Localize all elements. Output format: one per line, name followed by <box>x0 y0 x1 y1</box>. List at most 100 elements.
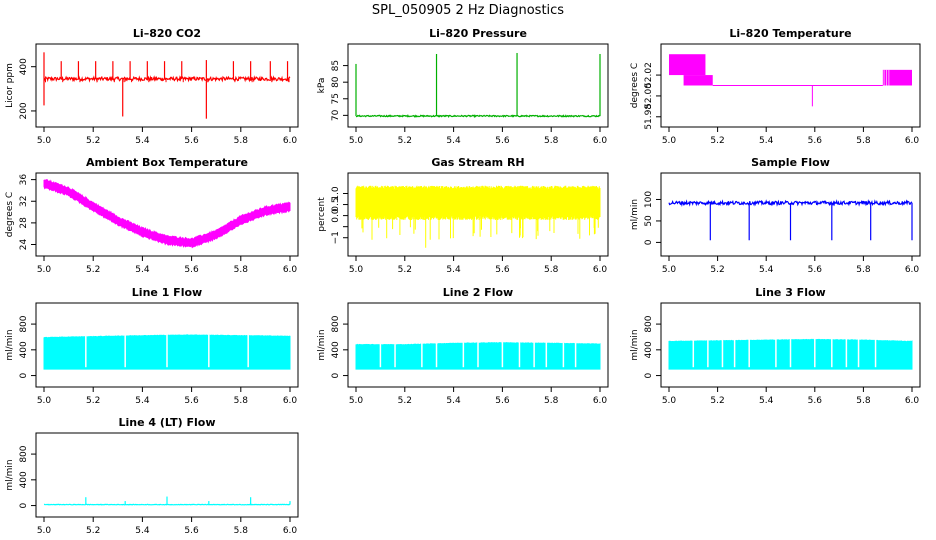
x-tick-label: 6.0 <box>905 396 920 406</box>
x-tick-label: 5.8 <box>544 136 559 146</box>
chart-line1: Line 1 Flow 5.0 5.2 5.4 5.6 5.8 6.0 0 400 800 ml/m… <box>5 286 299 406</box>
x-tick-label: 5.0 <box>37 396 52 406</box>
x-tick-label: 5.4 <box>446 396 461 406</box>
x-tick-label: 5.4 <box>135 265 150 275</box>
y-axis-label: ml/min <box>630 329 640 360</box>
data-layer <box>43 179 291 249</box>
y-tick-label: 24 <box>19 239 29 251</box>
y-tick-label: 400 <box>19 58 29 75</box>
x-tick-label: 5.4 <box>759 396 774 406</box>
x-tick-label: 5.6 <box>495 265 510 275</box>
x-tick-label: 5.6 <box>808 396 823 406</box>
y-tick-label: 75 <box>331 93 341 104</box>
y-axis-label: ml/min <box>5 459 15 490</box>
y-tick-label: 32 <box>19 196 29 207</box>
y-tick-label: 0.5 <box>331 197 341 211</box>
data-layer <box>669 54 912 107</box>
y-tick-label: 28 <box>19 217 29 229</box>
x-tick-label: 5.2 <box>710 265 724 275</box>
x-tick-label: 5.6 <box>184 136 199 146</box>
y-tick-label: 400 <box>331 341 341 358</box>
chart-line4: Line 4 (LT) Flow 5.0 5.2 5.4 5.6 5.8 6.0 0 400 80… <box>5 416 299 536</box>
data-layer <box>43 311 291 370</box>
x-tick-label: 5.6 <box>184 396 199 406</box>
x-tick-label: 6.0 <box>283 265 298 275</box>
x-tick-label: 5.4 <box>759 265 774 275</box>
x-tick-label: 6.0 <box>593 396 608 406</box>
x-tick-label: 6.0 <box>593 136 608 146</box>
y-tick-label: 0.0 <box>331 208 341 223</box>
y-axis-label: degrees C <box>5 192 15 237</box>
x-tick-label: 5.4 <box>135 526 150 536</box>
x-tick-label: 5.0 <box>37 136 52 146</box>
chart-line3: Line 3 Flow 5.0 5.2 5.4 5.6 5.8 6.0 0 400 800 ml/m… <box>630 286 921 406</box>
x-tick-label: 5.8 <box>856 265 871 275</box>
y-axis-label: percent <box>317 197 327 232</box>
x-tick-label: 6.0 <box>283 136 298 146</box>
x-tick-label: 5.2 <box>398 396 412 406</box>
x-tick-label: 5.0 <box>349 396 364 406</box>
x-tick-label: 5.8 <box>234 265 249 275</box>
x-tick-label: 5.0 <box>662 136 677 146</box>
chart-ambient: Ambient Box Temperature 5.0 5.2 5.4 5.6 5.8 6.… <box>5 156 299 275</box>
y-axis-label: degrees C <box>630 63 640 108</box>
y-tick-label: 0 <box>19 502 29 508</box>
x-tick-label: 5.8 <box>856 396 871 406</box>
y-tick-label: 80 <box>331 76 341 88</box>
y-tick-label: 51.98 <box>644 104 654 130</box>
data-layer <box>43 496 291 506</box>
chart-title: Ambient Box Temperature <box>86 156 248 169</box>
y-axis-label: kPa <box>317 78 327 94</box>
x-tick-label: 6.0 <box>283 526 298 536</box>
x-tick-label: 5.0 <box>349 136 364 146</box>
series-line <box>355 114 601 119</box>
y-tick-label: 0 <box>644 239 654 245</box>
y-axis-label: ml/min <box>317 329 327 360</box>
x-tick-label: 5.6 <box>808 265 823 275</box>
series-band <box>882 69 912 86</box>
x-tick-label: 5.0 <box>37 526 52 536</box>
y-tick-label: 100 <box>644 191 654 208</box>
x-tick-label: 6.0 <box>905 265 920 275</box>
x-tick-label: 5.6 <box>495 396 510 406</box>
x-tick-label: 5.2 <box>86 526 100 536</box>
x-tick-label: 5.8 <box>234 136 249 146</box>
chart-rh: Gas Stream RH 5.0 5.2 5.4 5.6 5.8 6.0 −1 0.00.51… <box>317 156 609 275</box>
x-tick-label: 6.0 <box>283 396 298 406</box>
y-tick-label: 400 <box>19 341 29 358</box>
y-tick-label: 1.0 <box>331 186 341 201</box>
y-axis-label: ml/min <box>5 329 15 360</box>
y-tick-label: 800 <box>19 315 29 332</box>
y-tick-label: 0 <box>19 372 29 378</box>
y-tick-label: 50 <box>644 215 654 227</box>
y-tick-label: −1 <box>331 231 341 244</box>
y-tick-label: 200 <box>19 102 29 119</box>
x-tick-label: 5.4 <box>135 136 150 146</box>
chart-sample: Sample Flow 5.0 5.2 5.4 5.6 5.8 6.0 0 50 100 ml/mi… <box>630 156 921 275</box>
chart-title: Li–820 Pressure <box>429 27 527 40</box>
y-tick-label: 800 <box>19 445 29 462</box>
chart-title: Line 4 (LT) Flow <box>119 416 216 429</box>
x-tick-label: 5.8 <box>234 396 249 406</box>
x-tick-label: 5.2 <box>86 265 100 275</box>
chart-title: Gas Stream RH <box>431 156 524 169</box>
chart-co2: Li–820 CO2 5.0 5.2 5.4 5.6 5.8 6.0 200 400 Licor … <box>5 27 299 146</box>
x-tick-label: 5.8 <box>234 526 249 536</box>
x-tick-label: 5.8 <box>856 136 871 146</box>
chart-title: Li–820 CO2 <box>133 27 201 40</box>
data-layer <box>43 52 291 119</box>
y-tick-label: 52.02 <box>644 62 654 88</box>
y-tick-label: 70 <box>331 109 341 121</box>
y-tick-label: 800 <box>331 315 341 332</box>
data-layer <box>355 52 601 119</box>
x-tick-label: 5.2 <box>86 136 100 146</box>
chart-title: Line 2 Flow <box>443 286 513 299</box>
plots-grid: Li–820 CO2 5.0 5.2 5.4 5.6 5.8 6.0 200 400 Licor … <box>5 27 921 536</box>
x-tick-label: 5.0 <box>662 396 677 406</box>
x-tick-label: 5.4 <box>446 136 461 146</box>
x-tick-label: 5.2 <box>398 265 412 275</box>
x-tick-label: 5.6 <box>184 265 199 275</box>
data-layer <box>355 185 601 248</box>
x-tick-label: 5.2 <box>710 396 724 406</box>
x-tick-label: 5.2 <box>398 136 412 146</box>
